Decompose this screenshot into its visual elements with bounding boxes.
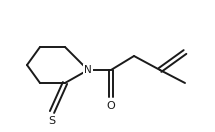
Text: O: O bbox=[107, 101, 115, 111]
Text: S: S bbox=[48, 116, 55, 126]
Text: N: N bbox=[84, 65, 92, 75]
